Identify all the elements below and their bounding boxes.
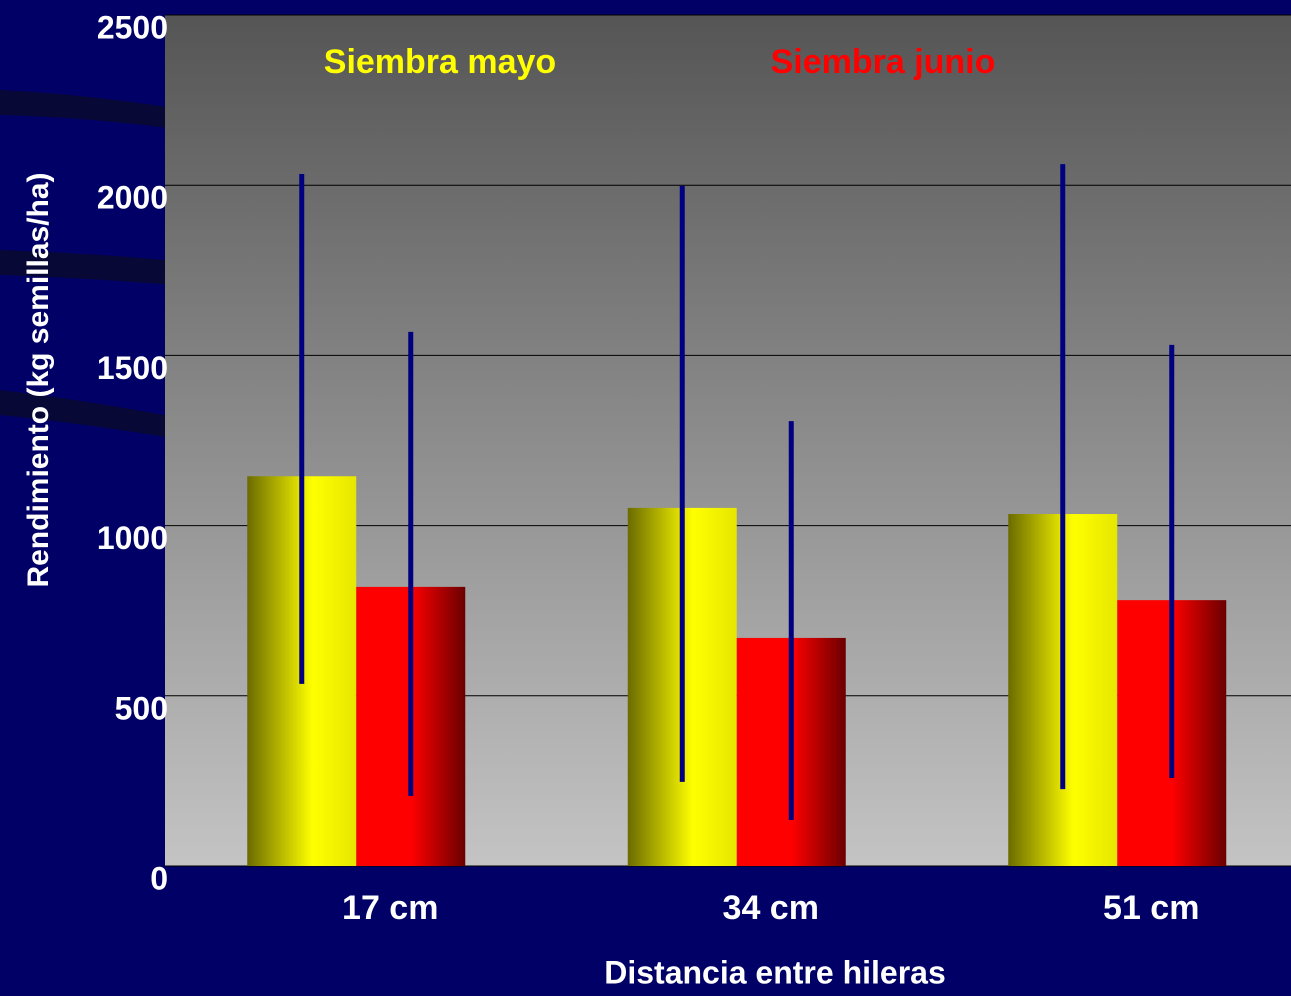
y-axis-title: Rendimiento (kg semillas/ha) bbox=[22, 172, 55, 587]
y-tick-label: 1000 bbox=[97, 520, 168, 556]
legend-label: Siembra junio bbox=[771, 43, 996, 81]
x-tick-label: 51 cm bbox=[1103, 889, 1199, 927]
y-tick-label: 1500 bbox=[97, 350, 168, 386]
x-tick-label: 17 cm bbox=[342, 889, 438, 927]
legend-label: Siembra mayo bbox=[324, 43, 556, 81]
x-tick-label: 34 cm bbox=[723, 889, 819, 927]
y-tick-label: 2500 bbox=[97, 9, 168, 45]
y-tick-label: 2000 bbox=[97, 180, 168, 216]
x-axis-title: Distancia entre hileras bbox=[604, 954, 945, 990]
y-tick-label: 500 bbox=[115, 690, 168, 726]
y-tick-label: 0 bbox=[150, 860, 168, 896]
